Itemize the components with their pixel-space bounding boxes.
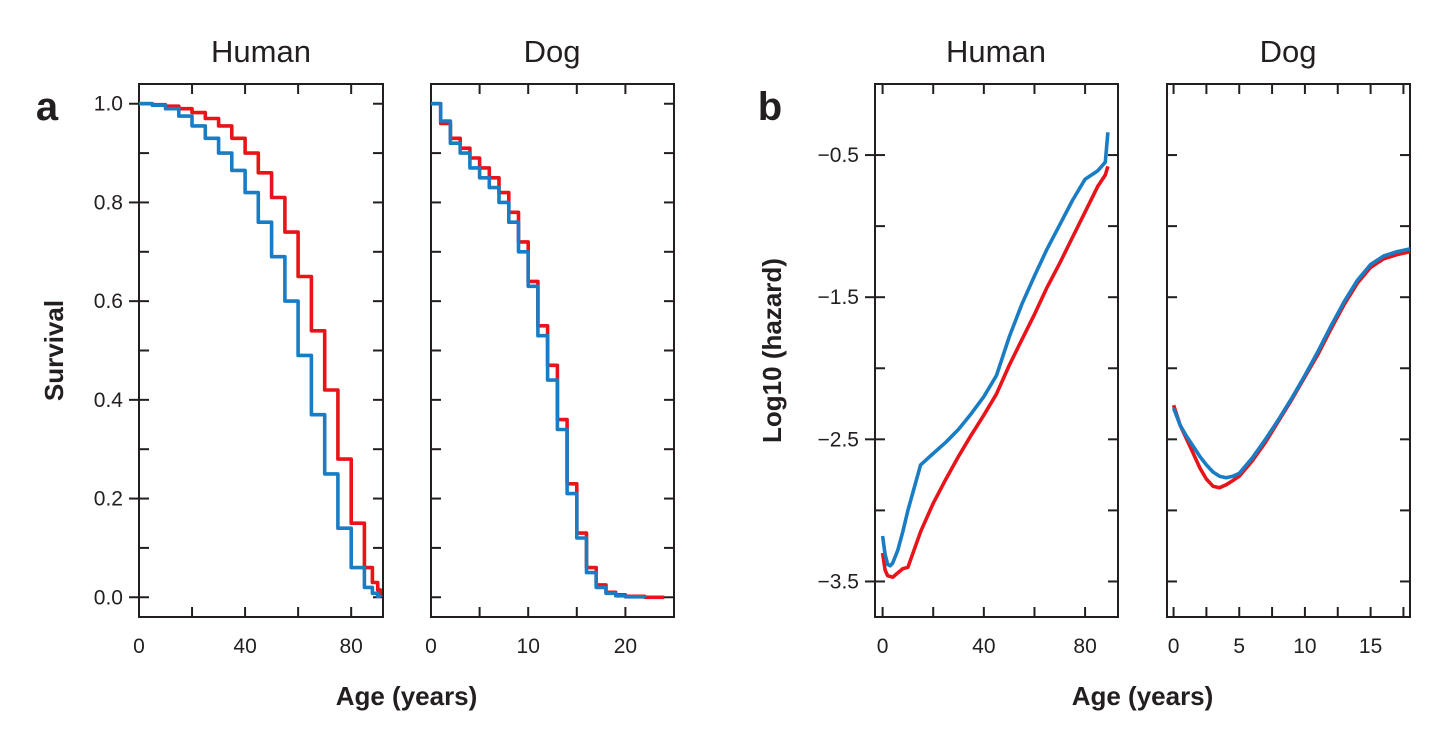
panel-label: b — [758, 85, 782, 129]
x-tick-label: 80 — [1073, 635, 1096, 658]
panel-label: a — [36, 85, 59, 129]
panel-4-frame — [1166, 83, 1411, 618]
x-tick-label: 0 — [425, 635, 437, 658]
y-tick-label: 0.4 — [94, 389, 124, 412]
series-line-red — [139, 101, 383, 598]
x-axis-label: Age (years) — [1072, 681, 1214, 711]
y-tick-label: 0.2 — [94, 488, 123, 511]
x-tick-label: 20 — [614, 635, 637, 658]
x-axis-label: Age (years) — [336, 681, 478, 711]
panel-2-frame — [430, 83, 675, 618]
series-line-blue — [431, 101, 647, 599]
x-tick-label: 10 — [1293, 635, 1316, 658]
panel-1-frame — [138, 83, 384, 618]
y-tick-label: 0.0 — [94, 586, 123, 609]
x-tick-label: 10 — [517, 635, 540, 658]
panel-title: Dog — [1260, 34, 1317, 69]
x-tick-label: 0 — [1168, 635, 1180, 658]
y-tick-label: −3.5 — [818, 570, 859, 593]
series-line-blue — [1171, 247, 1411, 480]
x-tick-label: 40 — [233, 635, 256, 658]
x-tick-label: 0 — [133, 635, 145, 658]
y-tick-label: −1.5 — [818, 286, 859, 309]
y-axis-label: Log10 (hazard) — [757, 258, 787, 443]
panel-title: Dog — [524, 34, 581, 69]
panel-title: Human — [211, 34, 311, 69]
panel-title: Human — [946, 34, 1046, 69]
y-tick-label: 0.8 — [94, 191, 123, 214]
y-tick-label: 1.0 — [94, 93, 123, 116]
x-tick-label: 80 — [339, 635, 362, 658]
series-line-red — [1171, 249, 1411, 490]
y-tick-label: −2.5 — [818, 428, 859, 451]
series-line-red — [880, 165, 1110, 579]
x-tick-label: 5 — [1233, 635, 1245, 658]
x-tick-label: 0 — [877, 635, 889, 658]
series-line-blue — [880, 132, 1110, 568]
y-tick-label: 0.6 — [94, 290, 123, 313]
y-axis-label: Survival — [39, 300, 69, 401]
x-tick-label: 15 — [1359, 635, 1382, 658]
x-tick-label: 40 — [972, 635, 995, 658]
y-tick-label: −0.5 — [818, 144, 859, 167]
series-line-blue — [139, 101, 383, 599]
panel-3-frame — [874, 83, 1119, 618]
